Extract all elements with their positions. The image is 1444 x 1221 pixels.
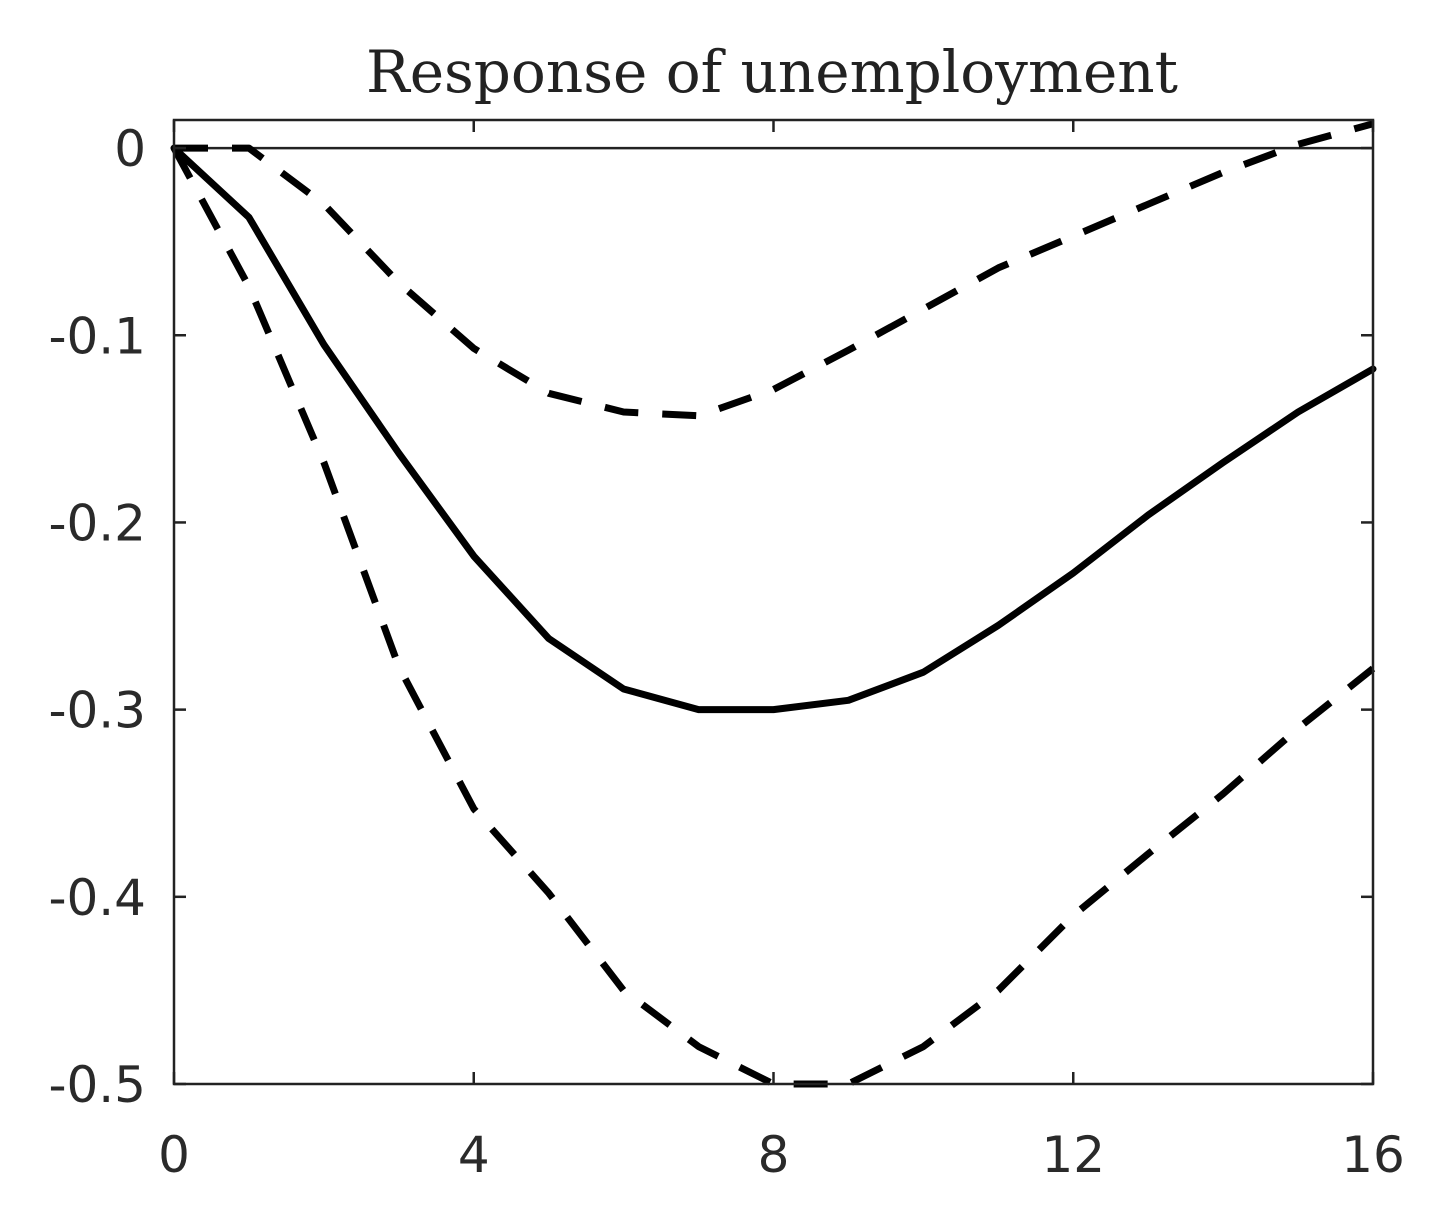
y-axis-labels: 0 -0.1 -0.2 -0.3 -0.4 -0.5: [48, 120, 146, 1114]
x-axis-labels: 0 4 8 12 16: [158, 1126, 1405, 1184]
x-tick-label: 12: [1041, 1126, 1105, 1184]
series-line-solid: [170, 144, 1377, 714]
series-line-dashed-2: [170, 146, 1376, 1088]
y-tick-label: 0: [114, 120, 146, 178]
chart-title: Response of unemployment: [366, 38, 1178, 106]
x-tick-label: 16: [1341, 1126, 1405, 1184]
series-line-dashed-1: [174, 120, 1374, 420]
x-tick-label: 0: [158, 1126, 190, 1184]
x-tick-label: 8: [758, 1126, 790, 1184]
x-tick-label: 4: [458, 1126, 490, 1184]
ticks-layer: [172, 120, 1375, 1086]
plot-frame: [172, 118, 1375, 1086]
y-tick-label: -0.4: [48, 869, 146, 927]
y-tick-label: -0.5: [48, 1056, 146, 1114]
series-layer: [170, 120, 1377, 1088]
y-tick-label: -0.2: [48, 494, 146, 552]
y-tick-label: -0.3: [48, 682, 146, 740]
y-tick-label: -0.1: [48, 307, 146, 365]
plot-area: [170, 118, 1377, 1088]
